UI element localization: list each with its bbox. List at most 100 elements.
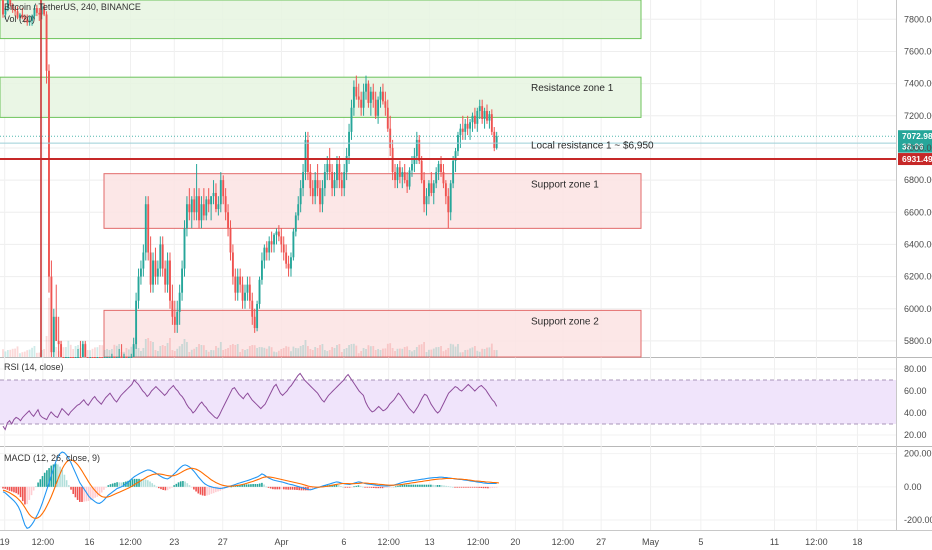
macd-histogram-bar xyxy=(480,486,483,489)
candle-body-up xyxy=(200,204,203,221)
volume-bar xyxy=(147,338,150,357)
volume-bar xyxy=(142,348,145,357)
volume-bar xyxy=(48,297,50,357)
volume-bar xyxy=(149,341,152,357)
volume-bar xyxy=(466,349,469,357)
candle-body-down xyxy=(282,244,285,253)
candle-body-up xyxy=(350,107,353,132)
macd-histogram-bar xyxy=(190,486,193,488)
candle-body-up xyxy=(152,260,154,285)
volume-bar xyxy=(382,348,384,357)
price-tag-label: 6931.49 xyxy=(902,154,932,164)
candle-body-down xyxy=(55,316,58,341)
candle-body-down xyxy=(398,167,401,177)
candle-body-up xyxy=(299,188,302,205)
candles-layer xyxy=(2,0,498,358)
macd-histogram-bar xyxy=(416,484,419,487)
macd-histogram-bar xyxy=(142,479,145,487)
macd-histogram-bar xyxy=(98,486,101,496)
volume-bar xyxy=(331,347,334,357)
volume-bar xyxy=(273,351,275,357)
volume-bar xyxy=(74,346,77,357)
volume-bar xyxy=(311,350,314,357)
macd-histogram-bar xyxy=(241,484,243,487)
macd-histogram-bar xyxy=(39,479,42,487)
candle-body-up xyxy=(156,268,159,277)
volume-bar xyxy=(183,339,186,357)
candle-body-up xyxy=(379,91,382,100)
volume-bar xyxy=(244,350,246,357)
volume-bar xyxy=(336,345,338,357)
volume-bar xyxy=(217,347,220,357)
candle-body-up xyxy=(263,247,266,261)
volume-bar xyxy=(33,346,36,357)
volume-bar xyxy=(355,345,358,357)
candle-body-down xyxy=(50,276,53,353)
macd-histogram-bar xyxy=(403,484,406,487)
volume-bar xyxy=(176,348,179,357)
macd-histogram-bar xyxy=(164,486,167,491)
volume-bar xyxy=(137,348,140,357)
macd-histogram-bar xyxy=(390,486,393,488)
macd-histogram-bar xyxy=(313,486,316,489)
candle-body-up xyxy=(144,204,147,253)
candle-body-down xyxy=(355,86,358,97)
volume-bar xyxy=(476,350,479,357)
macd-histogram-bar xyxy=(408,484,410,487)
volume-bar xyxy=(379,350,382,357)
macd-layer xyxy=(2,451,499,529)
volume-bar xyxy=(411,351,413,357)
macd-histogram-bar xyxy=(245,484,248,487)
macd-tick-label: 200.00 xyxy=(904,449,932,459)
macd-histogram-bar xyxy=(57,464,59,487)
macd-histogram-bar xyxy=(122,482,125,487)
volume-bar xyxy=(398,348,401,357)
price-tag xyxy=(898,153,932,166)
volume-bar xyxy=(461,352,464,357)
candle-body-up xyxy=(28,20,31,23)
volume-bar xyxy=(171,350,174,357)
volume-bar xyxy=(263,347,266,357)
candle-body-down xyxy=(461,128,464,132)
macd-histogram-bar xyxy=(228,486,230,488)
candle-body-down xyxy=(338,164,341,181)
rsi-title: RSI (14, close) xyxy=(4,362,64,372)
zones-layer: Resistance zone 1 Support zone 1 Support z… xyxy=(0,0,642,358)
candle-body-down xyxy=(215,192,217,210)
volume-bar xyxy=(447,348,450,357)
support-zone xyxy=(103,309,642,358)
candle-body-down xyxy=(316,180,319,189)
macd-histogram-bar xyxy=(52,464,55,487)
macd-tick-label: 0.00 xyxy=(904,482,922,492)
macd-histogram-bar xyxy=(355,485,358,487)
macd-histogram-bar xyxy=(383,486,386,489)
volume-bar xyxy=(31,347,33,357)
time-tick-label: 12:00 xyxy=(119,537,142,547)
macd-histogram-bar xyxy=(212,486,215,494)
volume-bar xyxy=(478,351,481,357)
candle-body-up xyxy=(425,196,428,205)
macd-histogram-bar xyxy=(278,486,281,490)
candle-body-up xyxy=(314,180,317,197)
macd-histogram-bar xyxy=(346,486,349,488)
candle-body-down xyxy=(72,357,75,358)
volume-bar xyxy=(202,345,205,357)
volume-bar xyxy=(389,343,392,357)
macd-histogram-bar xyxy=(447,486,450,487)
macd-histogram-bar xyxy=(441,485,443,487)
volume-bar xyxy=(486,347,488,357)
volume-bar xyxy=(26,350,29,357)
volume-bar xyxy=(35,352,38,357)
candle-body-up xyxy=(6,0,9,9)
candle-body-up xyxy=(159,244,162,269)
macd-histogram-bar xyxy=(283,486,285,490)
candle-body-down xyxy=(418,139,421,161)
time-tick-label: Apr xyxy=(274,537,288,547)
macd-histogram-bar xyxy=(74,486,77,498)
candle-body-down xyxy=(420,160,423,181)
candle-body-up xyxy=(488,114,491,121)
macd-histogram-bar xyxy=(144,479,147,487)
volume-bar xyxy=(265,348,268,357)
candle-body-down xyxy=(430,183,433,193)
